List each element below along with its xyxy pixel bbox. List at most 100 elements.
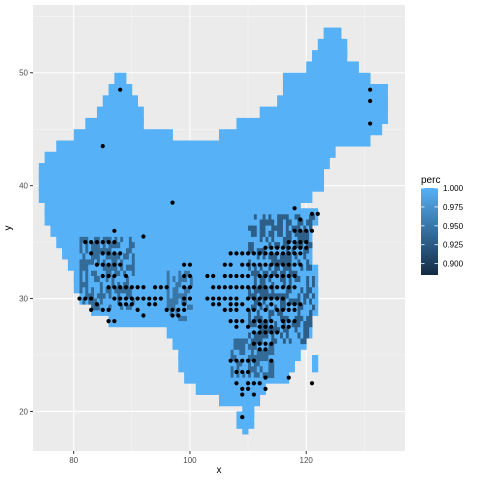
heatmap-tile [137,202,141,209]
heatmap-tile [250,134,255,141]
heatmap-tile [88,264,92,271]
heatmap-tile [184,196,188,203]
heatmap-tile [47,180,51,187]
heatmap-tile [230,225,234,232]
heatmap-tile [349,134,354,141]
heatmap-tile [184,247,188,254]
heatmap-tile [128,196,133,203]
heatmap-tile [210,151,214,158]
heatmap-tile [221,208,226,215]
heatmap-tile [140,123,144,130]
heatmap-tile [111,275,115,283]
heatmap-tile [189,287,194,294]
heatmap-tile [233,134,237,141]
heatmap-tile [70,264,75,271]
heatmap-tile [288,191,293,198]
heatmap-tile [253,140,258,147]
heatmap-tile [96,106,101,113]
heatmap-tile [175,259,179,266]
heatmap-tile [123,264,127,271]
heatmap-tile [38,163,43,170]
heatmap-tile [294,208,298,215]
heatmap-tile [329,117,333,124]
heatmap-tile [291,292,295,299]
heatmap-tile [242,253,246,260]
heatmap-tile [163,253,168,260]
heatmap-tile [210,168,214,175]
heatmap-tile [221,225,226,232]
heatmap-tile [370,123,374,130]
heatmap-tile [250,213,255,220]
heatmap-tile [242,140,246,147]
heatmap-tile [120,270,124,277]
heatmap-tile [163,259,168,266]
heatmap-tile [300,259,304,266]
heatmap-tile [364,84,368,91]
heatmap-tile [85,123,89,130]
heatmap-tile [120,236,124,243]
heatmap-tile [221,219,226,226]
heatmap-tile [309,151,313,158]
heatmap-tile [123,236,127,243]
heatmap-tile [277,247,281,254]
heatmap-tile [314,292,319,299]
heatmap-tile [224,225,229,232]
heatmap-tile [163,292,168,299]
heatmap-tile [277,292,281,299]
heatmap-tile [329,129,333,136]
heatmap-tile [233,168,237,175]
heatmap-tile [303,146,307,153]
heatmap-tile [157,213,162,220]
heatmap-tile [303,134,307,141]
heatmap-tile [294,270,298,277]
heatmap-tile [169,157,173,164]
heatmap-tile [207,264,211,271]
heatmap-tile [306,112,310,119]
heatmap-tile [262,191,266,198]
heatmap-tile [178,180,182,187]
heatmap-tile [146,202,150,209]
heatmap-tile [120,275,124,283]
heatmap-tile [300,264,304,271]
heatmap-tile [105,117,109,124]
heatmap-tile [210,225,214,232]
heatmap-tile [256,259,261,266]
heatmap-tile [309,61,313,68]
heatmap-tile [155,236,159,243]
heatmap-tile [64,225,69,232]
heatmap-tile [134,213,139,220]
heatmap-tile [76,185,80,192]
heatmap-tile [131,219,136,226]
heatmap-tile [59,151,63,158]
heatmap-tile [326,140,330,147]
heatmap-tile [44,213,48,220]
heatmap-tile [91,134,95,141]
heatmap-tile [91,253,95,260]
heatmap-tile [373,95,377,102]
heatmap-tile [230,134,234,141]
heatmap-tile [221,292,226,299]
heatmap-tile [157,168,162,175]
heatmap-tile [134,174,139,181]
heatmap-tile [210,264,214,271]
heatmap-tile [120,264,124,271]
heatmap-tile [213,242,217,249]
heatmap-tile [349,106,354,113]
heatmap-tile [85,208,89,215]
heatmap-tile [82,287,86,294]
heatmap-tile [271,134,275,141]
heatmap-tile [82,270,86,277]
heatmap-tile [195,196,200,203]
heatmap-tile [282,174,287,181]
heatmap-tile [88,129,92,136]
heatmap-tile [282,180,287,187]
heatmap-tile [306,287,310,294]
heatmap-tile [253,219,258,226]
heatmap-tile [349,61,354,68]
heatmap-tile [88,117,92,124]
heatmap-tile [210,275,214,283]
heatmap-tile [178,213,182,220]
heatmap-tile [361,84,365,91]
heatmap-tile [250,236,255,243]
heatmap-tile [91,140,95,147]
